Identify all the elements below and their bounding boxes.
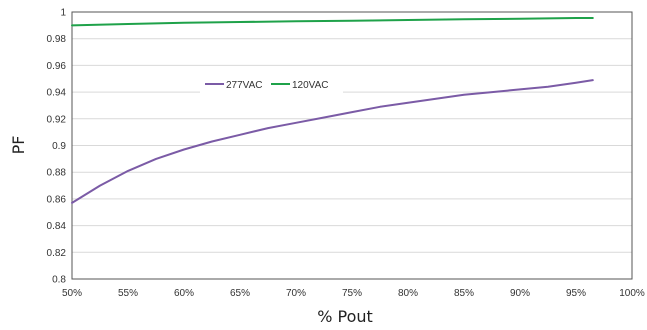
series-line-277vac	[71, 79, 594, 204]
x-tick-label: 55%	[118, 288, 138, 299]
x-tick-label: 80%	[398, 288, 418, 299]
series-layer	[71, 17, 594, 204]
legend: 277VAC 120VAC	[200, 73, 343, 95]
y-gridlines	[72, 38, 632, 253]
x-tick-label: 95%	[566, 288, 586, 299]
y-tick-label: 0.8	[52, 275, 66, 286]
plot-area	[71, 11, 633, 280]
y-tick-label: 1	[60, 8, 66, 19]
y-tick-label: 0.94	[47, 88, 67, 99]
x-tick-label: 65%	[230, 288, 250, 299]
y-tick-label: 0.82	[47, 248, 67, 259]
x-axis-title: % Pout	[317, 307, 373, 326]
y-tick-label: 0.84	[47, 221, 67, 232]
x-tick-label: 90%	[510, 288, 530, 299]
y-tick-label: 0.92	[47, 114, 67, 125]
x-tick-labels: 50% 55% 60% 65% 70% 75% 80% 85% 90% 95% 100%	[62, 288, 645, 299]
x-tick-label: 60%	[174, 288, 194, 299]
x-tick-label: 70%	[286, 288, 306, 299]
legend-label-277vac: 277VAC	[226, 80, 263, 91]
series-line-120vac	[71, 17, 594, 27]
y-tick-label: 0.9	[52, 141, 66, 152]
x-tick-label: 100%	[619, 288, 645, 299]
x-tick-label: 75%	[342, 288, 362, 299]
y-tick-label: 0.96	[47, 61, 67, 72]
x-tick-label: 50%	[62, 288, 82, 299]
y-tick-label: 0.98	[47, 34, 67, 45]
legend-label-120vac: 120VAC	[292, 80, 329, 91]
y-tick-labels: 0.8 0.82 0.84 0.86 0.88 0.9 0.92 0.94 0.96 0.98 1	[47, 8, 67, 286]
x-tick-label: 85%	[454, 288, 474, 299]
y-tick-label: 0.88	[47, 168, 67, 179]
y-axis-title: PF	[9, 136, 28, 155]
y-tick-label: 0.86	[47, 194, 67, 205]
